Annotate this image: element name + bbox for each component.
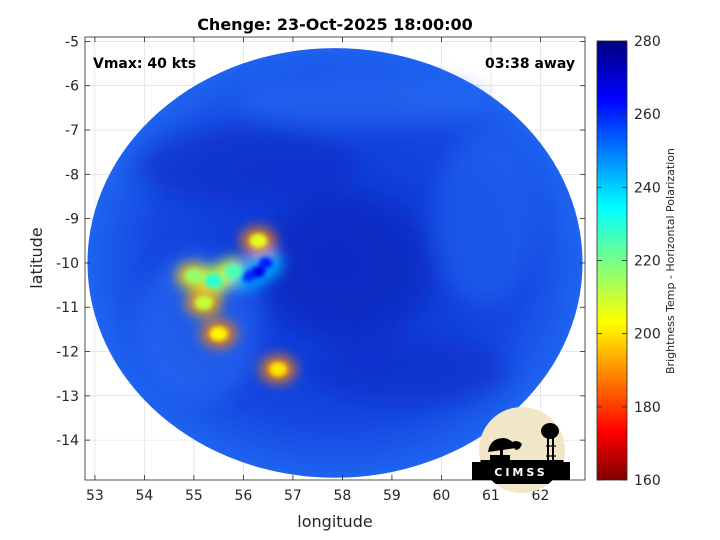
cold-features (175, 226, 297, 384)
cold-feature-5 (258, 257, 273, 269)
cold-feature-6 (194, 295, 213, 310)
y-tick-label-8: -13 (56, 389, 79, 405)
swath-group (87, 48, 583, 478)
y-axis-label: latitude (27, 227, 46, 288)
colorbar-tick-label-6: 160 (634, 473, 661, 489)
vmax-annotation: Vmax: 40 kts (93, 56, 196, 72)
distance-annotation: 03:38 away (485, 56, 575, 72)
x-axis: 53 54 55 56 57 58 59 60 61 62 (86, 37, 549, 504)
colorbar-tick-label-2: 240 (634, 180, 661, 196)
colorbar-tick-label-0: 280 (634, 34, 661, 50)
colorbar-ticks: 280 260 240 220 200 180 160 (597, 34, 661, 489)
x-tick-label-5: 58 (334, 488, 352, 504)
cold-feature-9 (269, 362, 288, 377)
colorbar-tick-label-4: 200 (634, 327, 661, 343)
cold-feature-2 (224, 264, 243, 279)
y-tick-label-0: -5 (65, 34, 79, 50)
y-tick-label-4: -9 (65, 212, 79, 228)
y-tick-label-7: -12 (56, 345, 79, 361)
colorbar-tick-label-3: 220 (634, 254, 661, 270)
cold-feature-8 (249, 233, 268, 248)
y-tick-label-9: -14 (56, 433, 79, 449)
x-tick-label-0: 53 (86, 488, 104, 504)
x-tick-label-1: 54 (135, 488, 153, 504)
swath-band-1 (136, 127, 360, 205)
logo-text: CIMSS (494, 466, 547, 479)
swath-band-0 (260, 192, 435, 343)
axes-frame (84, 36, 586, 481)
cold-feature-1 (204, 273, 223, 288)
swath-band-3 (136, 252, 261, 403)
x-tick-label-3: 56 (235, 488, 253, 504)
swath-band-2 (310, 335, 509, 405)
cold-feature-0 (184, 269, 203, 284)
x-tick-label-9: 62 (532, 488, 550, 504)
swath-band-5 (235, 76, 484, 128)
x-tick-label-4: 57 (284, 488, 302, 504)
y-tick-label-3: -8 (65, 167, 79, 183)
y-axis: -5 -6 -7 -8 -9 -10 -11 -12 -13 -14 (56, 34, 585, 449)
x-tick-label-8: 61 (482, 488, 500, 504)
swath-band-4 (434, 134, 534, 306)
cold-feature-4 (251, 266, 266, 278)
cold-feature-7 (209, 326, 228, 342)
cimss-logo: CIMSS (472, 407, 570, 493)
x-tick-label-2: 55 (185, 488, 203, 504)
y-tick-label-5: -10 (56, 256, 79, 272)
colorbar-label: Brightness Temp - Horizontal Polarizatio… (664, 148, 677, 374)
colorbar-tick-label-5: 180 (634, 400, 661, 416)
y-tick-label-1: -6 (65, 79, 79, 95)
x-tick-label-7: 60 (433, 488, 451, 504)
y-tick-label-2: -7 (65, 123, 79, 139)
x-axis-label: longitude (297, 512, 372, 531)
x-tick-label-6: 59 (383, 488, 401, 504)
y-tick-label-6: -11 (56, 300, 79, 316)
chart-title: Chenge: 23-Oct-2025 18:00:00 (197, 15, 473, 34)
cold-core-group (184, 233, 288, 377)
colorbar-tick-label-1: 260 (634, 107, 661, 123)
swath-texture (136, 76, 534, 405)
